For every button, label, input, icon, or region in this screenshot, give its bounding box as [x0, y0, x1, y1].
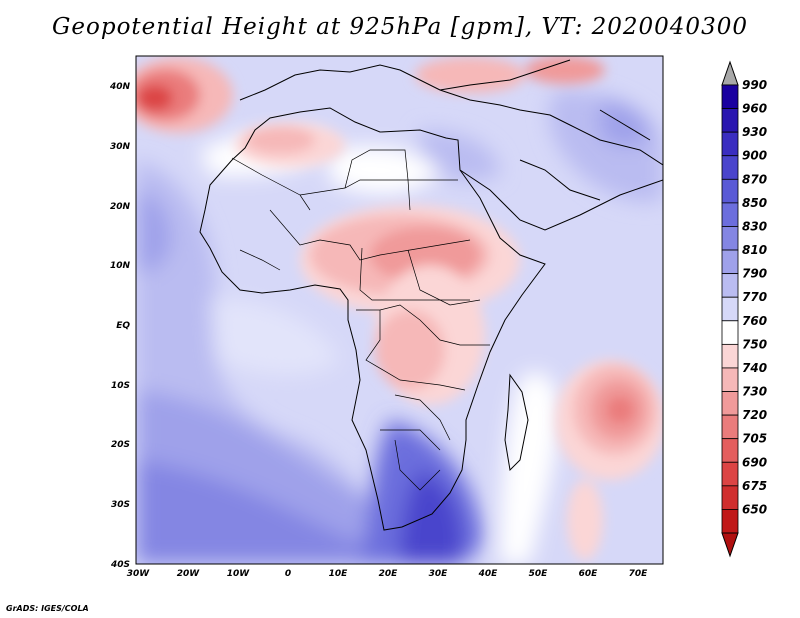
colorbar-swatch [721, 226, 739, 251]
colorbar-label: 675 [742, 479, 767, 493]
height-field [136, 56, 663, 564]
plot-frame [135, 55, 664, 565]
colorbar-swatch [721, 249, 739, 275]
lon-label: 50E [529, 569, 549, 579]
lon-label: 30W [127, 569, 151, 579]
colorbar-label: 720 [742, 408, 767, 422]
lat-label: 40N [109, 82, 131, 92]
colorbar-label: 750 [742, 337, 767, 351]
lon-label: 20W [177, 569, 201, 579]
lat-label: 20N [110, 202, 131, 212]
colorbar-swatch [721, 367, 739, 392]
lat-axis: 40N 30N 20N 10N EQ 10S 20S 30S 40S [109, 82, 131, 570]
lat-label: 20S [111, 440, 130, 450]
colorbar-label: 690 [742, 455, 767, 469]
colorbar-swatch [721, 343, 739, 369]
credit-text: GrADS: IGES/COLA [6, 604, 89, 613]
colorbar-label: 990 [742, 78, 767, 92]
colorbar-swatch [721, 178, 739, 204]
colorbar-bottom-cap [721, 532, 739, 558]
colorbar-label: 930 [742, 125, 767, 139]
lat-label: 10S [111, 381, 130, 391]
colorbar-swatch [721, 461, 739, 487]
lon-label: 20E [379, 569, 399, 579]
lon-label: 10E [329, 569, 349, 579]
lon-axis: 30W 20W 10W 0 10E 20E 30E 40E 50E 60E 70… [127, 569, 648, 579]
lon-label: 40E [478, 569, 499, 579]
lat-label: 40S [110, 560, 130, 570]
lat-label: 30S [111, 500, 130, 510]
colorbar-swatch [721, 509, 739, 534]
colorbar-label: 770 [742, 290, 767, 304]
colorbar-swatch [721, 155, 739, 180]
lon-label: 30E [429, 569, 449, 579]
colorbar-label: 740 [742, 361, 767, 375]
colorbar-swatch [721, 414, 739, 440]
colorbar-label: 870 [742, 172, 767, 186]
map-title: Geopotential Height at 925hPa [gpm], VT:… [52, 14, 748, 40]
lon-label: 0 [285, 569, 291, 579]
colorbar-label: 830 [742, 219, 767, 233]
colorbar-swatch [721, 391, 739, 416]
colorbar-label: 810 [742, 243, 767, 257]
colorbar-swatch [721, 296, 739, 322]
colorbar-swatch [721, 273, 739, 298]
colorbar-swatch [721, 108, 739, 133]
country-borders [231, 149, 490, 491]
colorbar: 990 960 930 900 870 850 830 810 790 770 760 750 740 7… [721, 60, 767, 558]
colorbar-swatch [721, 320, 739, 345]
colorbar-label: 900 [742, 149, 767, 163]
colorbar-label: 850 [742, 196, 767, 210]
colorbar-label: 730 [742, 385, 767, 399]
lat-label: 30N [110, 142, 131, 152]
colorbar-swatch [721, 485, 739, 510]
colorbar-swatch [721, 202, 739, 227]
colorbar-swatch [721, 131, 739, 157]
lon-label: 10W [227, 569, 251, 579]
lon-label: 60E [579, 569, 599, 579]
lat-label: 10N [110, 261, 131, 271]
coastlines [199, 59, 663, 531]
colorbar-swatch [721, 84, 739, 109]
colorbar-top-cap [721, 60, 739, 86]
colorbar-swatch [721, 438, 739, 463]
colorbar-label: 650 [742, 502, 767, 516]
lon-label: 70E [629, 569, 649, 579]
colorbar-label: 760 [742, 314, 767, 328]
colorbar-label: 960 [742, 102, 767, 116]
colorbar-label: 705 [742, 432, 767, 446]
colorbar-label: 790 [742, 267, 767, 281]
lat-label: EQ [116, 321, 130, 331]
